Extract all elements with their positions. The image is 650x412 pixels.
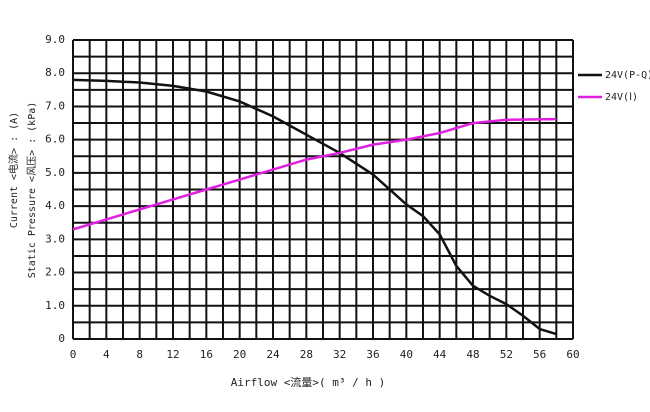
- x-tick-label: 28: [300, 348, 313, 361]
- x-tick-label: 52: [500, 348, 513, 361]
- x-tick-label: 4: [103, 348, 110, 361]
- x-tick-label: 56: [533, 348, 546, 361]
- legend-label: 24V(P-Q): [605, 70, 650, 81]
- series-line: [72, 78, 557, 336]
- x-tick-label: 24: [266, 348, 280, 361]
- y-tick-label: 5.0: [45, 166, 65, 179]
- y-axis-label-2: Current <电流> : (A): [7, 112, 20, 228]
- x-axis-label: Airflow <流量>( m³ / h ): [231, 375, 385, 389]
- x-tick-label: 36: [366, 348, 379, 361]
- series-line: [72, 117, 557, 231]
- y-tick-label: 1.0: [45, 299, 65, 312]
- x-tick-label: 20: [233, 348, 246, 361]
- y-tick-label: 3.0: [45, 232, 65, 245]
- y-tick-label: 0: [58, 332, 65, 345]
- y-tick-label: 2.0: [45, 266, 65, 279]
- x-tick-label: 8: [136, 348, 143, 361]
- y-tick-label: 9.0: [45, 33, 65, 46]
- y-tick-label: 6.0: [45, 133, 65, 146]
- x-tick-label: 0: [70, 348, 77, 361]
- x-tick-label: 12: [166, 348, 179, 361]
- y-axis-label: Static Pressure <风压> : (kPa): [26, 102, 38, 279]
- x-tick-label: 44: [433, 348, 447, 361]
- y-tick-label: 7.0: [45, 99, 65, 112]
- x-tick-label: 40: [400, 348, 413, 361]
- x-tick-label: 60: [566, 348, 579, 361]
- x-tick-label: 16: [200, 348, 213, 361]
- y-tick-label: 4.0: [45, 199, 65, 212]
- x-tick-label: 48: [466, 348, 479, 361]
- y-tick-label: 8.0: [45, 66, 65, 79]
- legend-label: 24V(Ⅰ): [605, 92, 638, 103]
- x-tick-label: 32: [333, 348, 346, 361]
